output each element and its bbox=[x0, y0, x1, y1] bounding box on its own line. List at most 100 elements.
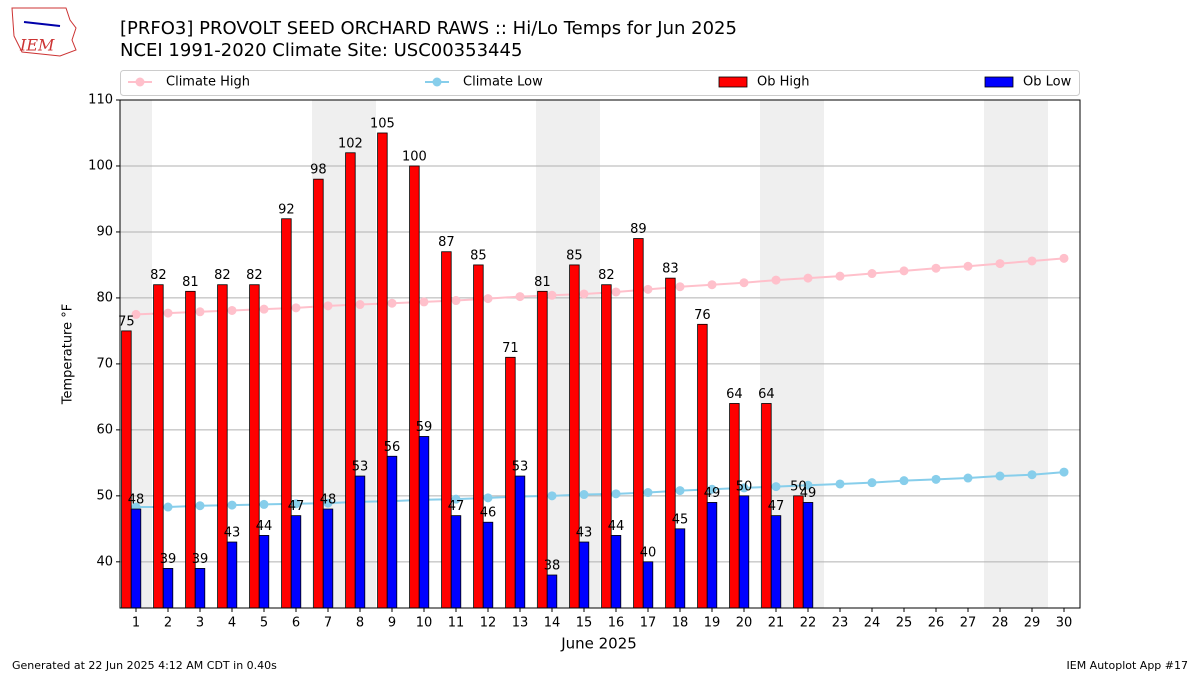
marker bbox=[547, 290, 557, 300]
value-label: 50 bbox=[790, 479, 807, 494]
x-tick-label: 30 bbox=[1056, 616, 1073, 631]
x-tick-label: 14 bbox=[544, 616, 561, 631]
x-tick-label: 9 bbox=[388, 616, 396, 631]
bar bbox=[601, 284, 612, 609]
x-tick-label: 18 bbox=[672, 616, 689, 631]
value-label: 44 bbox=[608, 519, 625, 534]
bar bbox=[482, 521, 494, 609]
marker bbox=[835, 479, 845, 489]
marker bbox=[387, 298, 397, 308]
marker bbox=[611, 489, 621, 499]
value-label: 39 bbox=[192, 552, 209, 567]
bar bbox=[217, 284, 228, 609]
x-tick-label: 6 bbox=[292, 616, 300, 631]
y-tick-label: 110 bbox=[88, 93, 113, 108]
value-label: 82 bbox=[246, 268, 263, 283]
value-label: 45 bbox=[672, 512, 689, 527]
marker bbox=[195, 501, 205, 511]
value-label: 105 bbox=[370, 116, 395, 131]
bar bbox=[674, 528, 686, 609]
bar bbox=[450, 515, 462, 609]
marker bbox=[131, 309, 141, 319]
marker bbox=[675, 486, 685, 496]
chart-title: [PRFO3] PROVOLT SEED ORCHARD RAWS :: Hi/… bbox=[120, 18, 737, 39]
bar bbox=[569, 264, 580, 609]
legend-label: Ob High bbox=[757, 75, 810, 90]
footer-left: Generated at 22 Jun 2025 4:12 AM CDT in … bbox=[12, 659, 277, 672]
value-label: 75 bbox=[118, 314, 135, 329]
value-label: 92 bbox=[278, 202, 295, 217]
value-label: 38 bbox=[544, 559, 561, 574]
bar bbox=[386, 455, 398, 609]
marker bbox=[195, 307, 205, 317]
marker bbox=[803, 480, 813, 490]
footer-right: IEM Autoplot App #17 bbox=[1067, 659, 1189, 672]
y-tick-label: 50 bbox=[96, 488, 113, 503]
marker bbox=[323, 498, 333, 508]
x-axis-label: June 2025 bbox=[560, 635, 637, 653]
value-label: 59 bbox=[416, 420, 433, 435]
bar bbox=[290, 515, 302, 609]
x-tick-label: 26 bbox=[928, 616, 945, 631]
marker bbox=[483, 294, 493, 304]
value-label: 64 bbox=[726, 387, 743, 402]
value-label: 53 bbox=[352, 460, 369, 475]
bar bbox=[770, 515, 782, 609]
legend-box bbox=[120, 70, 1080, 96]
value-label: 43 bbox=[576, 526, 593, 541]
value-label: 82 bbox=[214, 268, 231, 283]
value-label: 76 bbox=[694, 308, 711, 323]
value-label: 82 bbox=[598, 268, 615, 283]
x-tick-label: 17 bbox=[640, 616, 657, 631]
x-tick-label: 25 bbox=[896, 616, 913, 631]
y-tick-label: 90 bbox=[96, 224, 113, 239]
marker bbox=[771, 275, 781, 285]
value-label: 43 bbox=[224, 526, 241, 541]
marker bbox=[803, 273, 813, 283]
x-tick-label: 5 bbox=[260, 616, 268, 631]
x-tick-label: 13 bbox=[512, 616, 529, 631]
x-tick-label: 28 bbox=[992, 616, 1009, 631]
x-tick-label: 12 bbox=[480, 616, 497, 631]
bar bbox=[345, 152, 356, 609]
value-label: 71 bbox=[502, 341, 519, 356]
marker bbox=[291, 499, 301, 509]
bar bbox=[473, 264, 484, 609]
logo: IEM bbox=[11, 7, 77, 57]
marker bbox=[419, 297, 429, 307]
x-tick-label: 19 bbox=[704, 616, 721, 631]
x-tick-label: 16 bbox=[608, 616, 625, 631]
bar bbox=[802, 502, 814, 609]
bar bbox=[281, 218, 292, 609]
marker bbox=[675, 282, 685, 292]
bar bbox=[729, 403, 740, 609]
bar bbox=[258, 535, 270, 609]
shade bbox=[984, 100, 1048, 608]
marker bbox=[451, 296, 461, 306]
x-tick-label: 23 bbox=[832, 616, 849, 631]
marker bbox=[931, 263, 941, 273]
marker bbox=[323, 301, 333, 311]
marker bbox=[483, 493, 493, 503]
value-label: 47 bbox=[768, 499, 785, 514]
marker bbox=[643, 284, 653, 294]
bar bbox=[441, 251, 452, 609]
value-label: 98 bbox=[310, 163, 327, 178]
value-label: 83 bbox=[662, 262, 679, 277]
bar bbox=[313, 178, 324, 609]
bar bbox=[697, 323, 708, 609]
x-tick-label: 11 bbox=[448, 616, 465, 631]
bar bbox=[409, 165, 420, 609]
marker bbox=[1027, 256, 1037, 266]
y-tick-label: 80 bbox=[96, 290, 113, 305]
legend-label: Ob Low bbox=[1023, 75, 1072, 90]
value-label: 56 bbox=[384, 440, 401, 455]
value-label: 82 bbox=[150, 268, 167, 283]
x-tick-label: 22 bbox=[800, 616, 817, 631]
marker bbox=[1027, 470, 1037, 480]
marker bbox=[1059, 467, 1069, 477]
plot-frame bbox=[119, 99, 1081, 609]
x-tick-label: 20 bbox=[736, 616, 753, 631]
bar bbox=[642, 561, 654, 609]
x-tick-label: 2 bbox=[164, 616, 172, 631]
